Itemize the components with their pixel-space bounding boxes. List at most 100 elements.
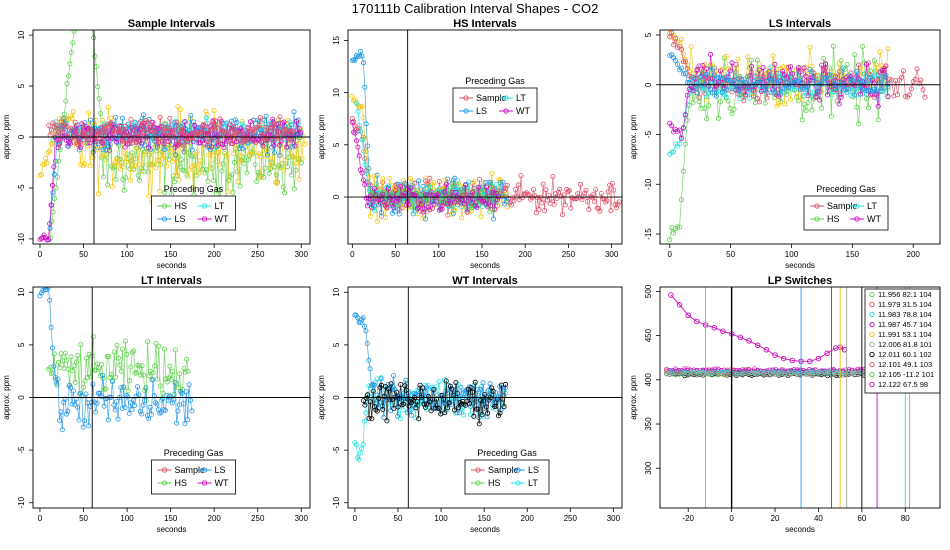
data-point <box>815 90 821 96</box>
data-point <box>63 411 69 417</box>
data-point <box>560 212 566 218</box>
data-point <box>680 71 686 77</box>
data-point <box>56 158 62 164</box>
legend-entry: 11.987 45.7 104 <box>869 320 932 329</box>
data-point <box>803 65 809 71</box>
data-point <box>447 200 453 206</box>
data-point <box>737 92 743 98</box>
data-point <box>182 119 188 125</box>
legend-label: Sample <box>175 465 206 475</box>
legend-entry-hs: HS <box>810 214 840 224</box>
data-point <box>455 178 461 184</box>
data-point <box>215 150 221 156</box>
data-point <box>105 104 111 110</box>
data-point <box>463 182 469 188</box>
data-point <box>788 64 794 70</box>
data-point <box>825 92 831 98</box>
panel-title: WT Intervals <box>452 275 517 287</box>
data-point <box>881 67 887 73</box>
data-point <box>349 119 355 125</box>
plot-frame <box>32 286 311 509</box>
legend: Preceding Gas Sample LT HS WT <box>803 184 889 231</box>
data-point <box>680 51 686 57</box>
data-point <box>266 170 272 176</box>
data-point <box>680 59 686 65</box>
data-point <box>57 141 63 147</box>
data-point <box>682 370 688 376</box>
data-point <box>236 153 242 159</box>
y-tick-label: 5 <box>17 342 26 347</box>
data-point <box>410 191 416 197</box>
data-point <box>175 140 181 146</box>
data-point <box>477 176 483 182</box>
data-point <box>785 372 791 378</box>
data-point <box>468 403 474 409</box>
data-point <box>779 371 785 376</box>
data-point <box>464 209 470 215</box>
data-point <box>885 46 891 52</box>
data-point <box>676 368 682 373</box>
legend-label: 11.987 45.7 104 <box>878 320 932 329</box>
data-point <box>676 301 683 308</box>
data-point <box>362 162 368 168</box>
x-tick-label: 0 <box>350 250 355 259</box>
data-point <box>160 155 166 161</box>
data-point <box>402 383 408 389</box>
data-point <box>41 232 47 238</box>
data-point <box>298 130 304 136</box>
data-point <box>402 180 408 186</box>
legend-label: 11.983 78.8 104 <box>878 310 932 319</box>
data-point <box>770 369 776 374</box>
data-point <box>188 137 194 143</box>
legend-swatch-point <box>503 108 509 114</box>
data-point <box>612 202 618 208</box>
data-point <box>494 203 500 209</box>
data-point <box>778 91 784 97</box>
data-point <box>260 143 266 149</box>
data-point <box>276 162 282 168</box>
data-point <box>98 153 104 159</box>
data-point <box>367 399 373 405</box>
data-point <box>821 75 827 81</box>
data-point <box>406 202 412 208</box>
data-point <box>154 142 160 148</box>
data-point <box>62 350 68 356</box>
legend-swatch-point <box>869 331 875 338</box>
data-point <box>480 187 486 193</box>
data-point <box>389 193 395 199</box>
data-point <box>745 54 751 60</box>
data-point <box>682 71 688 77</box>
legend-entry-lt: LT <box>511 478 538 488</box>
data-point <box>154 126 160 132</box>
data-point <box>171 396 177 402</box>
legend-box <box>803 195 889 231</box>
data-point <box>364 143 370 149</box>
y-tick-label: -5 <box>17 446 26 454</box>
data-point <box>262 165 268 171</box>
legend-entry: 12.122 67.5 98 <box>869 380 928 389</box>
data-point <box>734 372 739 377</box>
data-point <box>277 114 283 120</box>
data-point <box>76 23 80 27</box>
data-point <box>414 399 420 405</box>
data-point <box>106 124 112 130</box>
data-point <box>81 123 87 129</box>
data-point <box>101 403 107 409</box>
data-point <box>852 370 858 376</box>
data-point <box>100 174 106 180</box>
data-point <box>918 77 924 83</box>
data-point <box>140 402 146 408</box>
data-point <box>578 181 584 187</box>
legend-label: Sample <box>476 93 507 103</box>
data-point <box>65 408 71 414</box>
data-point <box>100 141 106 147</box>
data-point <box>409 179 415 185</box>
data-point <box>871 80 877 86</box>
data-point <box>380 176 386 182</box>
data-point <box>94 146 100 152</box>
data-point <box>73 143 79 149</box>
y-tick-label: -10 <box>17 496 26 508</box>
data-point <box>718 371 724 376</box>
